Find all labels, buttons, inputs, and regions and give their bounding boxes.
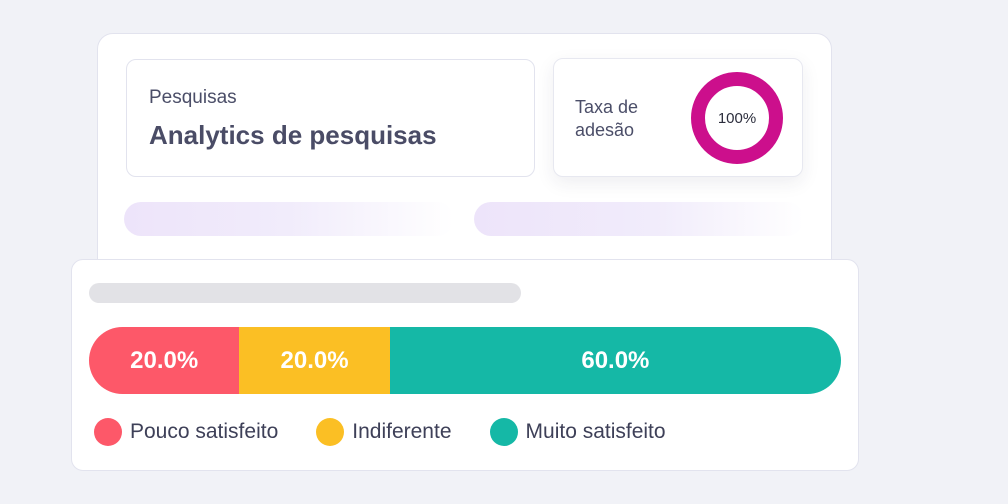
legend-swatch-icon <box>489 418 518 446</box>
legend-item-indiferente: Indiferente <box>316 418 452 446</box>
loading-placeholder-left <box>124 202 454 236</box>
satisfaction-card: 20.0% 20.0% 60.0% Pouco satisfeito Indifere… <box>71 259 859 471</box>
adhesion-rate-value: 100% <box>717 109 757 127</box>
legend-label: Pouco satisfeito <box>130 420 279 443</box>
legend-label: Indiferente <box>352 420 452 443</box>
adhesion-rate-label: Taxa de adesão <box>575 97 639 140</box>
adhesion-rate-card: Taxa de adesão 100% <box>553 58 803 177</box>
title-card: Pesquisas Analytics de pesquisas <box>126 59 535 177</box>
legend-item-muito-satisfeito: Muito satisfeito <box>489 418 666 446</box>
adhesion-donut: 100% <box>691 72 783 164</box>
legend-swatch-icon <box>94 418 122 446</box>
legend-item-pouco-satisfeito: Pouco satisfeito <box>94 418 278 446</box>
page-title: Analytics de pesquisas <box>149 120 437 150</box>
legend-label: Muito satisfeito <box>525 420 666 443</box>
bar-segment-label: 60.0% <box>581 346 650 374</box>
bar-segment-indiferente: 20.0% <box>239 327 390 394</box>
bar-segment-label: 20.0% <box>280 346 349 374</box>
satisfaction-legend: Pouco satisfeito Indiferente Muito satisfe… <box>94 418 704 446</box>
bar-segment-pouco-satisfeito: 20.0% <box>89 327 240 394</box>
bar-segment-label: 20.0% <box>130 346 199 374</box>
section-eyebrow: Pesquisas <box>149 87 237 108</box>
satisfaction-stacked-bar: 20.0% 20.0% 60.0% <box>89 327 841 394</box>
legend-swatch-icon <box>316 418 345 446</box>
bar-segment-muito-satisfeito: 60.0% <box>389 327 841 394</box>
loading-placeholder-title <box>89 283 521 303</box>
loading-placeholder-right <box>474 202 804 236</box>
